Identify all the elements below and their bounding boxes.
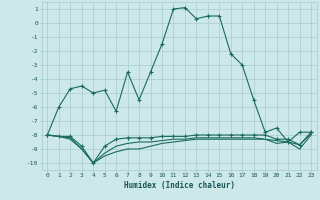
X-axis label: Humidex (Indice chaleur): Humidex (Indice chaleur): [124, 181, 235, 190]
